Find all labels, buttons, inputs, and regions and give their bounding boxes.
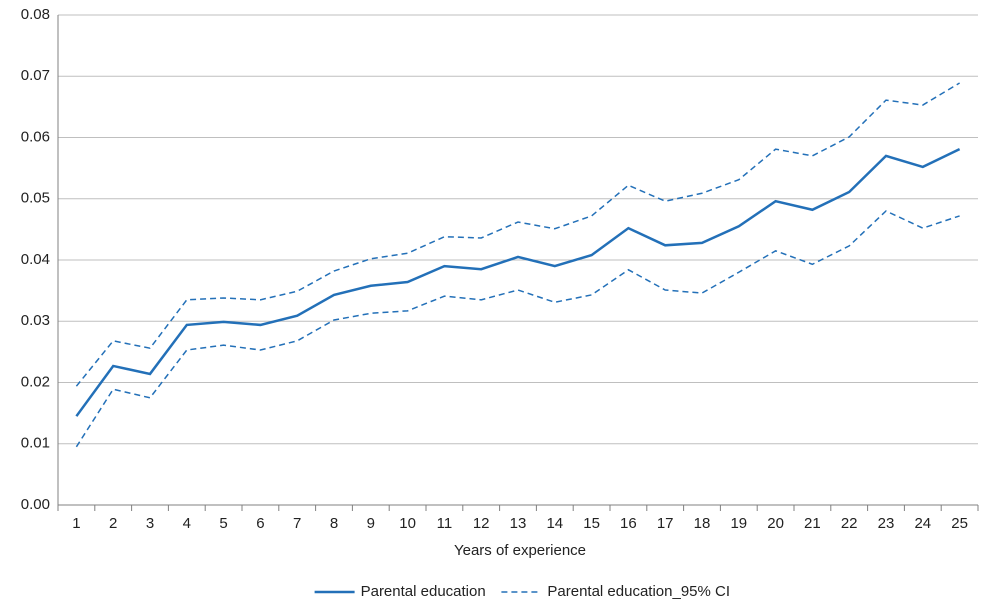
x-tick-label: 7 xyxy=(293,515,301,532)
legend-label: Parental education_95% CI xyxy=(547,583,730,600)
y-tick-label: 0.07 xyxy=(21,67,50,84)
x-tick-label: 18 xyxy=(694,515,711,532)
x-tick-label: 21 xyxy=(804,515,821,532)
x-tick-label: 17 xyxy=(657,515,674,532)
y-tick-label: 0.05 xyxy=(21,190,50,207)
y-tick-label: 0.01 xyxy=(21,435,50,452)
x-tick-label: 20 xyxy=(767,515,784,532)
x-tick-label: 15 xyxy=(583,515,600,532)
x-tick-label: 9 xyxy=(367,515,375,532)
x-tick-label: 4 xyxy=(183,515,191,532)
x-tick-label: 23 xyxy=(878,515,895,532)
x-tick-label: 14 xyxy=(546,515,563,532)
x-tick-label: 11 xyxy=(437,515,453,532)
x-tick-label: 5 xyxy=(219,515,227,532)
x-tick-label: 10 xyxy=(399,515,416,532)
series-line xyxy=(75,148,961,417)
x-tick-label: 13 xyxy=(510,515,527,532)
x-tick-label: 16 xyxy=(620,515,637,532)
x-tick-label: 19 xyxy=(730,515,747,532)
y-tick-label: 0.06 xyxy=(21,128,50,145)
x-tick-label: 24 xyxy=(914,515,931,532)
x-tick-label: 12 xyxy=(473,515,490,532)
x-tick-label: 1 xyxy=(72,515,80,532)
x-axis-title: Years of experience xyxy=(454,542,586,559)
x-tick-label: 22 xyxy=(841,515,858,532)
y-tick-label: 0.02 xyxy=(21,373,50,390)
y-tick-label: 0.04 xyxy=(21,251,50,268)
y-tick-label: 0.00 xyxy=(21,496,50,513)
x-tick-label: 2 xyxy=(109,515,117,532)
x-tick-label: 25 xyxy=(951,515,968,532)
x-tick-label: 8 xyxy=(330,515,338,532)
series-line xyxy=(75,82,960,387)
legend-label: Parental education xyxy=(361,583,486,600)
y-tick-label: 0.08 xyxy=(21,6,50,23)
x-tick-label: 3 xyxy=(146,515,154,532)
x-tick-label: 6 xyxy=(256,515,264,532)
y-tick-label: 0.03 xyxy=(21,312,50,329)
series-line xyxy=(75,210,960,448)
